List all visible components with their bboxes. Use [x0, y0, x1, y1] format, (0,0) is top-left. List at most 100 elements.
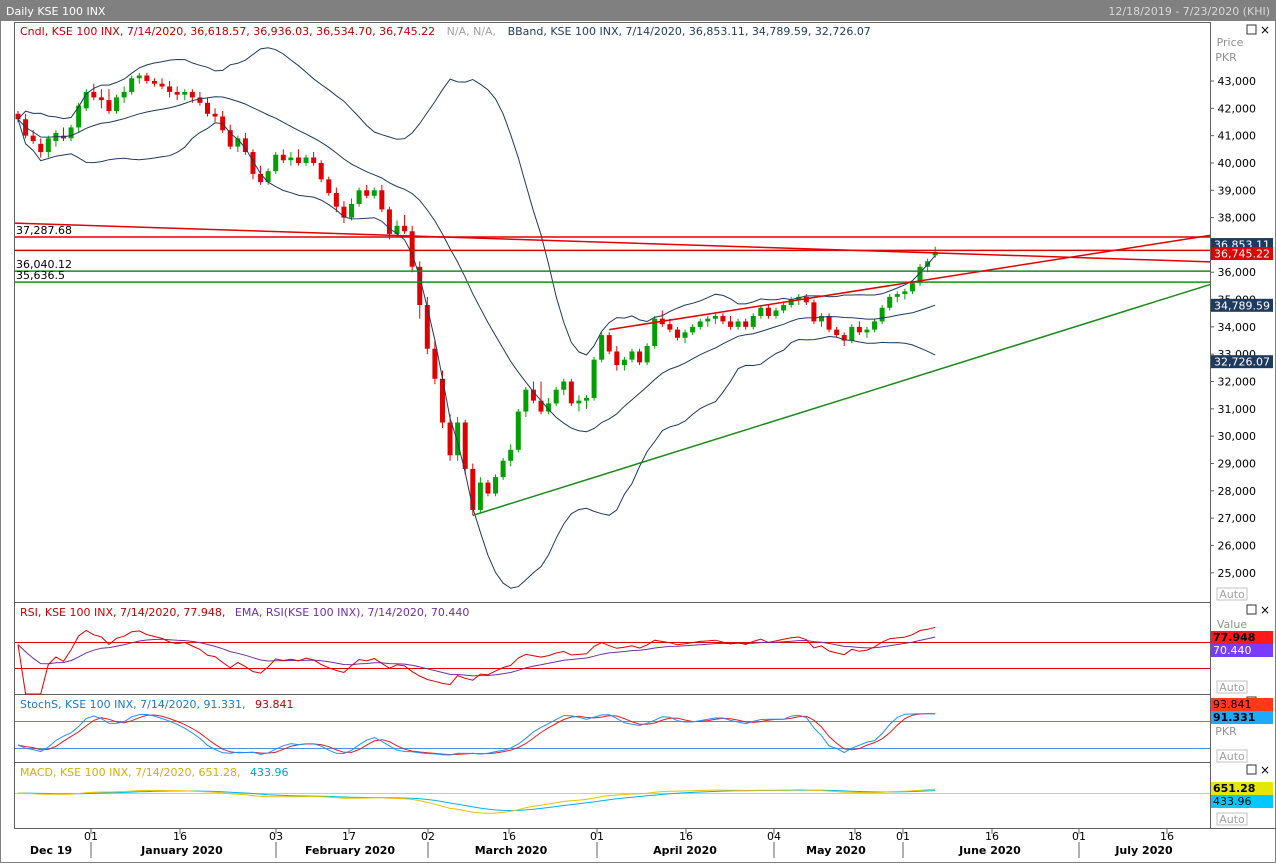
candle-body: [591, 359, 597, 398]
cndl-legend: Cndl, KSE 100 INX, 7/14/2020, 36,618.57,…: [20, 25, 435, 38]
pane-collapse-icon[interactable]: [1246, 24, 1257, 35]
macd-auto-label: Auto: [1219, 813, 1245, 826]
candle-body: [98, 97, 104, 101]
candle-body: [356, 190, 362, 204]
bollinger-lower: [17, 119, 936, 589]
macd-auto-button[interactable]: [1216, 812, 1248, 826]
candle-body: [167, 86, 173, 92]
candle-body: [318, 162, 324, 180]
candle-body: [417, 266, 423, 306]
candle-body: [728, 321, 734, 327]
rsi-pane-controls[interactable]: ×: [1246, 603, 1270, 617]
date-range: 12/18/2019 - 7/23/2020 (KHI): [1108, 5, 1270, 18]
candle-body: [652, 318, 658, 347]
bb-mid-tag-label: 34,789.59: [1214, 299, 1270, 312]
price-auto-button[interactable]: [1216, 587, 1248, 601]
rsi-auto-button[interactable]: [1216, 680, 1248, 694]
candle-body: [386, 209, 392, 234]
y-tick-label: 29,000: [1218, 457, 1257, 470]
candle-body: [76, 105, 82, 128]
candle-body: [750, 315, 756, 327]
candle-body: [326, 179, 332, 194]
macd-legend: MACD, KSE 100 INX, 7/14/2020, 651.28, 43…: [20, 766, 288, 779]
candle-body: [409, 231, 415, 267]
day-tick-label: 04: [767, 830, 781, 843]
day-tick-label: 03: [269, 830, 283, 843]
candle-body: [629, 351, 635, 360]
candle-body: [826, 315, 832, 330]
close-tag-label: 36,745.22: [1214, 248, 1270, 261]
candle-body: [182, 91, 188, 95]
candle-body: [530, 389, 536, 401]
candle-body: [546, 403, 552, 412]
candle-body: [887, 296, 893, 308]
candle-body: [856, 326, 862, 333]
pane-close-icon[interactable]: ×: [1260, 603, 1270, 617]
day-tick-label: 18: [848, 830, 862, 843]
candle-body: [280, 154, 286, 161]
candle-body: [584, 397, 589, 401]
candle-body: [258, 173, 264, 183]
day-tick-label: 16: [679, 830, 693, 843]
macd-pane-controls[interactable]: ×: [1246, 763, 1270, 777]
bollinger-upper: [17, 47, 936, 356]
price-pane-controls[interactable]: ×: [1246, 23, 1270, 37]
title-bar: [1, 1, 1275, 21]
month-label: May 2020: [806, 844, 866, 857]
y-tick-label: 26,000: [1218, 539, 1257, 552]
y-tick-label: 40,000: [1218, 157, 1257, 170]
candle-body: [349, 203, 355, 218]
candle-body: [333, 193, 339, 207]
candle-body: [493, 477, 499, 494]
y-tick-label: 38,000: [1218, 212, 1257, 225]
pane-collapse-icon[interactable]: [1246, 764, 1257, 775]
candle-body: [902, 291, 908, 295]
bb-lower-tag: [1211, 355, 1273, 369]
candle-body: [295, 157, 301, 163]
candle-body: [114, 97, 120, 112]
candle-body: [424, 305, 430, 349]
candle-body: [402, 225, 408, 232]
candle-body: [523, 389, 529, 412]
candle-body: [674, 329, 680, 338]
candle-body: [129, 78, 135, 92]
candle-body: [91, 91, 97, 98]
candle-body: [462, 422, 468, 469]
stoch-k-tag-label: 91.331: [1213, 711, 1255, 724]
candle-body: [803, 296, 809, 303]
candle-body: [500, 460, 506, 478]
bband-legend: BBand, KSE 100 INX, 7/14/2020, 36,853.11…: [508, 25, 871, 38]
candle-body: [621, 359, 627, 366]
rsi-legend: RSI, KSE 100 INX, 7/14/2020, 77.948, EMA…: [20, 606, 469, 619]
stoch-k-line: [17, 713, 936, 756]
candle-body: [477, 482, 483, 510]
pane-close-icon[interactable]: ×: [1260, 763, 1270, 777]
candle-body: [917, 266, 923, 284]
candle-body: [371, 190, 377, 196]
price-axis-title: Price: [1217, 36, 1244, 49]
y-tick-label: 41,000: [1218, 130, 1257, 143]
bb-lower-tag-label: 32,726.07: [1214, 356, 1270, 369]
price-auto-label: Auto: [1219, 588, 1245, 601]
candle-body: [644, 346, 650, 363]
candle-body: [197, 97, 203, 103]
day-tick-label: 01: [590, 830, 604, 843]
y-tick-label: 34,000: [1218, 321, 1257, 334]
stoch-d-tag: [1211, 698, 1273, 711]
candle-body: [894, 294, 900, 297]
pane-collapse-icon[interactable]: [1246, 604, 1257, 615]
pane-close-icon[interactable]: ×: [1260, 23, 1270, 37]
candle-body: [45, 138, 51, 153]
candle-body: [265, 171, 271, 183]
candle-body: [818, 315, 824, 322]
day-tick-label: 02: [421, 830, 435, 843]
stoch-auto-button[interactable]: [1216, 749, 1248, 763]
candle-body: [341, 206, 347, 218]
candle-body: [136, 75, 142, 79]
candle-body: [849, 326, 855, 341]
candle-body: [576, 400, 582, 404]
candle-body: [735, 321, 741, 327]
y-tick-label: 31,000: [1218, 403, 1257, 416]
